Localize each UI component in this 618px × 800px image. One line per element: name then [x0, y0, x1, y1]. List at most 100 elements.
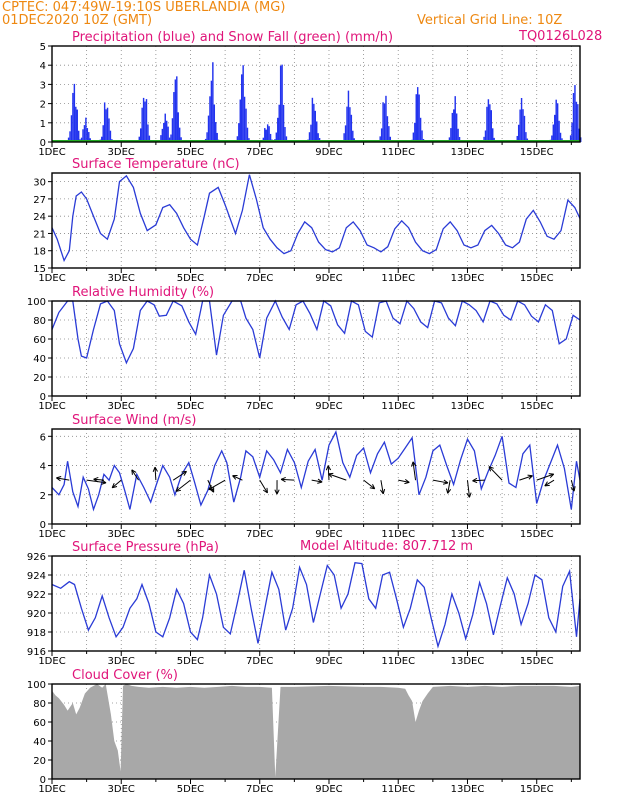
precip-bar — [385, 95, 387, 142]
precip-bar — [216, 132, 218, 142]
panel-frame — [51, 45, 581, 143]
x-tick-label: 9DEC — [315, 784, 342, 795]
y-tick-label: 18 — [33, 247, 46, 258]
panels-group: Precipitation (blue) and Snow Fall (gree… — [27, 30, 582, 795]
x-tick-label: 1DEC — [38, 273, 65, 284]
precip-bar — [173, 92, 175, 142]
x-tick-label: 7DEC — [246, 273, 273, 284]
panel-6: Cloud Cover (%) 0 20 40 60 80 100 1DEC 3DEC 5DEC 7… — [27, 668, 581, 795]
precip-bar — [138, 136, 140, 142]
header-datetime: 01DEC2020 10Z (GMT) — [2, 13, 152, 28]
precip-bar — [523, 115, 526, 142]
panel-3: Relative Humidity (%) 0 20 40 60 80 100 1DEC 3DE… — [27, 285, 581, 412]
wind-arrow-head — [175, 486, 181, 492]
y-tick-label: 918 — [27, 628, 46, 639]
panel-frame — [51, 300, 581, 397]
x-tick-label: 11DEC — [381, 784, 415, 795]
y-tick-label: 5 — [40, 42, 46, 53]
x-tick-label: 15DEC — [520, 147, 554, 158]
wind-arrow-head — [56, 476, 62, 482]
wind-arrow-head — [274, 489, 280, 495]
header-location: CPTEC: 047:49W-19:10S UBERLANDIA (MG) — [2, 0, 285, 15]
x-tick-label: 7DEC — [246, 529, 273, 540]
x-tick-label: 3DEC — [108, 529, 135, 540]
y-tick-label: 1 — [40, 119, 46, 130]
precip-bar — [168, 137, 171, 142]
wind-arrow-head — [404, 478, 410, 485]
wind-arrow — [380, 480, 384, 494]
y-tick-label: 21 — [33, 229, 46, 240]
precip-bar — [483, 136, 485, 142]
x-tick-label: 11DEC — [381, 529, 415, 540]
precip-bar — [67, 137, 70, 142]
precip-bar — [558, 120, 560, 142]
precip-bar — [487, 99, 490, 142]
precip-bar — [489, 104, 491, 142]
precip-bar — [145, 99, 148, 142]
x-tick-label: 7DEC — [246, 784, 273, 795]
y-tick-label: 4 — [40, 61, 46, 72]
wind-arrow — [154, 467, 157, 481]
x-tick-label: 9DEC — [315, 529, 342, 540]
x-tick-label: 5DEC — [177, 401, 204, 412]
precip-bar — [551, 135, 553, 142]
precip-bar — [516, 135, 518, 142]
y-tick-label: 20 — [33, 373, 46, 384]
precip-bar — [577, 104, 579, 142]
precip-bar — [240, 74, 243, 142]
precip-bar — [346, 106, 348, 142]
precip-bar — [141, 107, 143, 142]
x-tick-label: 5DEC — [177, 784, 204, 795]
wind-arrow-head — [93, 476, 99, 483]
precip-bar — [419, 117, 422, 142]
wind-arrow — [311, 479, 323, 483]
panel-title: Cloud Cover (%) — [72, 668, 178, 683]
precip-bar — [559, 132, 562, 142]
wind-arrow — [328, 473, 347, 481]
precip-bar — [262, 137, 265, 142]
precip-bar — [176, 76, 178, 142]
wind-arrow — [208, 479, 226, 491]
x-tick-label: 1DEC — [38, 147, 65, 158]
y-tick-label: 2 — [40, 100, 46, 111]
x-tick-label: 11DEC — [381, 273, 415, 284]
precip-bar — [388, 126, 390, 142]
precip-bar — [215, 122, 217, 142]
precip-bar — [102, 125, 104, 142]
y-tick-label: 80 — [33, 699, 46, 710]
precip-bar — [555, 99, 557, 142]
precip-bar — [174, 79, 177, 142]
x-tick-label: 7DEC — [246, 656, 273, 667]
precip-bar — [106, 107, 109, 142]
x-tick-label: 9DEC — [315, 656, 342, 667]
wind-arrow — [232, 475, 243, 481]
precip-bar — [344, 125, 347, 142]
x-tick-label: 9DEC — [315, 401, 342, 412]
precip-bar — [70, 115, 73, 142]
wind-arrow-head — [527, 474, 533, 480]
x-tick-label: 15DEC — [520, 529, 554, 540]
precip-bar — [76, 109, 78, 142]
x-tick-label: 11DEC — [381, 401, 415, 412]
wind-arrow — [544, 479, 555, 487]
precip-bar — [163, 122, 165, 142]
wind-arrow-head — [262, 487, 268, 494]
precip-bar — [571, 122, 573, 142]
precip-bar — [457, 128, 459, 142]
panel-title: Surface Pressure (hPa) — [72, 540, 219, 555]
precip-bar — [316, 121, 318, 142]
y-tick-label: 40 — [33, 737, 46, 748]
precip-bar — [164, 113, 166, 142]
precip-bar — [343, 133, 345, 142]
x-tick-label: 13DEC — [451, 784, 485, 795]
precip-bar — [453, 109, 455, 142]
precip-bar — [72, 92, 74, 142]
precip-bar — [236, 136, 239, 142]
y-tick-label: 920 — [27, 609, 46, 620]
precip-bar — [554, 114, 556, 142]
precip-bar — [519, 109, 521, 142]
y-tick-label: 100 — [27, 680, 46, 691]
header-code: TQ0126L028 — [518, 29, 602, 44]
y-tick-label: 924 — [27, 571, 46, 582]
wind-arrow — [93, 478, 104, 481]
